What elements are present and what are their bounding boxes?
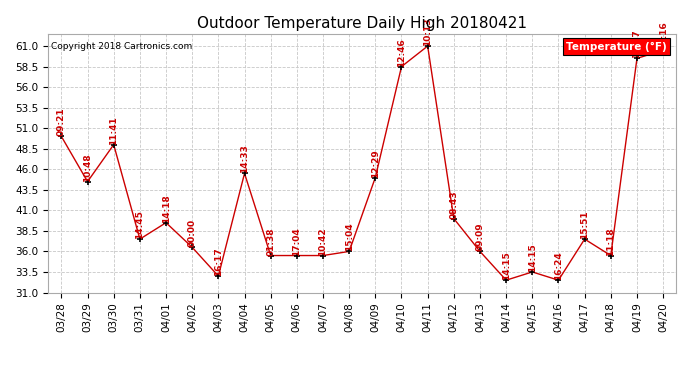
Text: 14:15: 14:15 xyxy=(502,251,511,280)
Text: 12:46: 12:46 xyxy=(397,38,406,67)
Text: 14:45: 14:45 xyxy=(135,210,144,239)
Text: 10:13: 10:13 xyxy=(423,18,432,46)
Text: 16:17: 16:17 xyxy=(214,248,223,276)
Text: Temperature (°F): Temperature (°F) xyxy=(566,42,667,52)
Text: 14:18: 14:18 xyxy=(161,194,170,223)
Text: 14:15: 14:15 xyxy=(528,243,537,272)
Text: 00:00: 00:00 xyxy=(188,219,197,248)
Text: 01:38: 01:38 xyxy=(266,227,275,255)
Text: 10:48: 10:48 xyxy=(83,153,92,182)
Text: 12:29: 12:29 xyxy=(371,149,380,177)
Text: 14:33: 14:33 xyxy=(240,145,249,173)
Text: 09:21: 09:21 xyxy=(57,108,66,136)
Text: 08:43: 08:43 xyxy=(449,190,458,219)
Text: 09:09: 09:09 xyxy=(475,223,484,251)
Text: 16:57: 16:57 xyxy=(633,30,642,58)
Text: Copyright 2018 Cartronics.com: Copyright 2018 Cartronics.com xyxy=(52,42,193,51)
Text: 15:04: 15:04 xyxy=(345,223,354,251)
Text: 15:51: 15:51 xyxy=(580,210,589,239)
Text: 10:42: 10:42 xyxy=(319,227,328,255)
Title: Outdoor Temperature Daily High 20180421: Outdoor Temperature Daily High 20180421 xyxy=(197,16,527,31)
Text: 16:24: 16:24 xyxy=(554,251,563,280)
Text: 17:04: 17:04 xyxy=(293,227,302,255)
Text: 11:18: 11:18 xyxy=(607,227,615,255)
Text: 14:16: 14:16 xyxy=(659,21,668,50)
Text: 11:41: 11:41 xyxy=(109,116,118,145)
